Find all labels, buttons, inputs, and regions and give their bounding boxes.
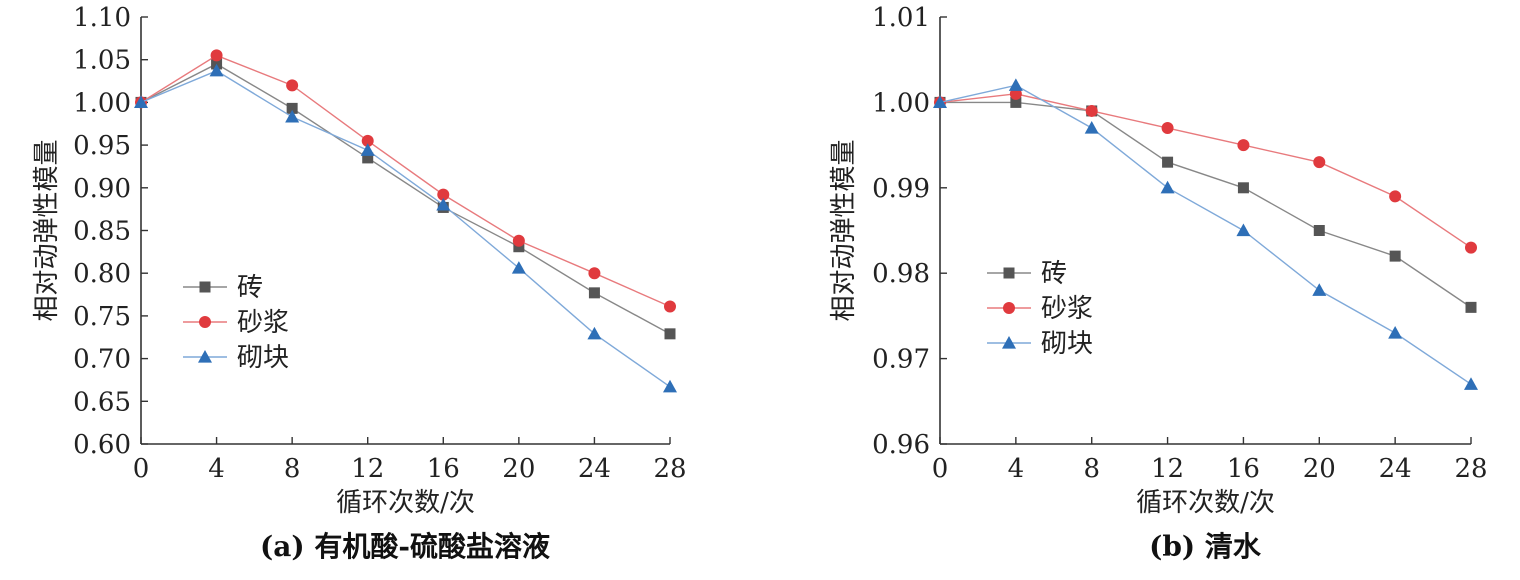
- y-tick-label-a: 0.70: [73, 345, 131, 375]
- data-point-a-0: [664, 328, 676, 340]
- chart-panel-a: 0.60 0.65 0.70 0.75 0.80 0.85 0.90 0.95 1.00 1.05…: [32, 3, 687, 563]
- x-tick-label-b: 28: [1454, 454, 1487, 484]
- y-axis-title-a: 相对动弹性模量: [32, 139, 62, 321]
- x-tick-label-b: 0: [932, 454, 949, 484]
- y-tick-label-a: 0.80: [73, 259, 131, 289]
- data-point-a-1: [286, 79, 299, 92]
- data-point-a-2: [436, 197, 451, 211]
- legend-marker-b: [1003, 302, 1015, 314]
- y-axis-title-b: 相对动弹性模量: [829, 139, 859, 321]
- data-point-a-1: [210, 49, 223, 62]
- data-point-b-1: [1313, 156, 1326, 169]
- x-tick-label-b: 24: [1379, 454, 1412, 484]
- data-point-a-2: [209, 63, 224, 77]
- legend-marker-a: [199, 281, 211, 293]
- y-tick-label-a: 1.05: [73, 46, 131, 76]
- legend-label-b: 砌块: [1041, 329, 1093, 359]
- y-tick-label-a: 0.85: [73, 217, 131, 247]
- data-point-b-2: [933, 95, 947, 108]
- x-tick-label-b: 12: [1151, 454, 1184, 484]
- x-tick-label-b: 4: [1008, 454, 1025, 484]
- data-point-a-2: [134, 95, 148, 108]
- data-point-a-2: [663, 379, 677, 393]
- data-point-b-1: [1237, 139, 1250, 152]
- series-line-b-2: [939, 84, 1472, 385]
- data-point-b-2: [1160, 180, 1175, 194]
- data-point-b-0: [1389, 250, 1401, 262]
- legend-marker-b: [1002, 336, 1016, 349]
- data-point-b-1: [1389, 190, 1402, 203]
- legend-label-b: 砂浆: [1041, 294, 1093, 324]
- x-tick-label-a: 4: [208, 454, 225, 484]
- y-tick-label-b: 0.98: [872, 259, 930, 289]
- data-point-b-2: [1464, 377, 1478, 390]
- data-point-b-1: [1085, 104, 1098, 117]
- data-point-b-1: [1161, 122, 1174, 135]
- data-point-b-2: [1312, 283, 1327, 296]
- y-tick-label-a: 0.95: [73, 131, 131, 161]
- series-line-a-0: [140, 63, 671, 335]
- y-tick-label-b: 0.97: [872, 345, 930, 375]
- data-point-b-0: [1465, 301, 1477, 313]
- legend-label-a: 砂浆: [237, 308, 289, 338]
- x-axis-title-b: 循环次数/次: [1136, 488, 1275, 518]
- y-tick-label-b: 0.96: [872, 430, 930, 460]
- data-point-b-1: [1465, 241, 1477, 254]
- x-tick-label-a: 8: [284, 454, 301, 484]
- x-tick-label-b: 16: [1227, 454, 1260, 484]
- series-line-a-1: [140, 54, 671, 308]
- legend-marker-a: [199, 316, 211, 328]
- y-tick-label-a: 0.90: [73, 174, 131, 204]
- y-tick-label-b: 1.00: [872, 88, 930, 118]
- y-tick-label-a: 1.10: [73, 3, 131, 33]
- data-point-a-1: [361, 134, 374, 147]
- legend-label-a: 砌块: [237, 343, 289, 373]
- caption-a: (a) 有机酸-硫酸盐溶液: [260, 530, 550, 563]
- y-tick-label-a: 1.00: [73, 88, 131, 118]
- data-point-a-2: [587, 326, 602, 340]
- x-tick-label-a: 12: [351, 454, 384, 484]
- x-axis-title-a: 循环次数/次: [336, 488, 475, 518]
- series-line-b-1: [939, 93, 1472, 249]
- x-tick-label-a: 20: [502, 454, 535, 484]
- legend-label-a: 砖: [237, 273, 263, 303]
- data-point-b-2: [1008, 78, 1023, 91]
- data-point-b-0: [1237, 182, 1249, 194]
- x-tick-label-a: 0: [133, 454, 150, 484]
- data-point-a-1: [512, 234, 525, 247]
- y-tick-label-a: 0.60: [73, 430, 131, 460]
- data-point-b-2: [1084, 121, 1099, 134]
- y-tick-label-b: 1.01: [872, 3, 930, 33]
- legend-marker-b: [1003, 267, 1015, 279]
- data-point-a-2: [285, 109, 300, 123]
- x-tick-label-a: 24: [578, 454, 611, 484]
- series-line-b-0: [940, 101, 1472, 308]
- data-point-a-0: [286, 102, 298, 114]
- chart-panel-b: 0.96 0.97 0.98 0.99 1.00 1.01 0 4 8 12 16 20 24 28 循环次…: [829, 3, 1488, 563]
- data-point-a-2: [360, 143, 375, 156]
- caption-b: (b) 清水: [1149, 530, 1262, 563]
- y-tick-label-a: 0.65: [73, 387, 131, 417]
- data-point-a-2: [511, 261, 526, 274]
- data-point-b-0: [1313, 225, 1325, 236]
- data-point-b-0: [1010, 96, 1022, 108]
- y-tick-label-b: 0.99: [872, 174, 930, 204]
- x-tick-label-b: 8: [1083, 454, 1100, 484]
- data-point-a-0: [588, 287, 600, 299]
- data-point-a-0: [362, 152, 374, 164]
- data-point-b-2: [1236, 223, 1251, 237]
- y-tick-label-a: 0.75: [73, 302, 131, 332]
- data-point-b-2: [1388, 325, 1403, 339]
- legend-label-b: 砖: [1041, 259, 1067, 289]
- data-point-a-1: [588, 267, 601, 280]
- x-tick-label-a: 16: [427, 454, 460, 484]
- data-point-a-1: [437, 188, 450, 201]
- legend-marker-a: [198, 350, 212, 363]
- x-tick-label-b: 20: [1303, 454, 1336, 484]
- series-line-a-2: [140, 70, 671, 388]
- data-point-b-0: [1162, 156, 1174, 168]
- data-point-a-1: [664, 300, 676, 313]
- x-tick-label-a: 28: [653, 454, 686, 484]
